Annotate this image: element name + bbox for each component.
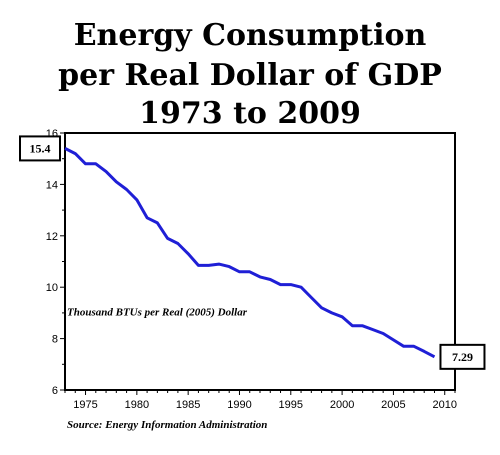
- chart-title-line: Energy Consumption: [74, 18, 427, 53]
- x-tick-label: 1980: [125, 399, 149, 411]
- y-tick-label: 14: [46, 179, 58, 191]
- y-tick-label: 8: [52, 334, 58, 346]
- y-tick-label: 6: [52, 385, 58, 397]
- chart-title-line: 1973 to 2009: [139, 96, 361, 131]
- x-tick-label: 1975: [73, 399, 97, 411]
- x-axis: 1975 1980 1985 1990 1995 2000 2005 2010: [64, 390, 457, 411]
- chart-title: Energy Consumption per Real Dollar of GDP…: [58, 18, 442, 131]
- end-value-box: [439, 343, 486, 370]
- x-tick-label: 1990: [227, 399, 251, 411]
- y-axis-label: Thousand BTUs per Real (2005) Dollar: [67, 306, 248, 318]
- end-value-label: 7.29: [452, 350, 473, 364]
- start-value-label: 15.4: [30, 141, 51, 155]
- x-tick-label: 2005: [381, 399, 405, 411]
- chart-title-line: per Real Dollar of GDP: [58, 58, 442, 93]
- x-tick-label: 1995: [279, 399, 303, 411]
- series-line: [64, 147, 436, 359]
- x-tick-label: 1985: [176, 399, 200, 411]
- y-tick-label: 10: [46, 282, 58, 294]
- source-note: Source: Energy Information Administratio…: [67, 419, 267, 431]
- value-callouts: 15.4 7.29: [19, 135, 486, 370]
- start-value-box: [19, 135, 61, 162]
- x-tick-label: 2010: [432, 399, 456, 411]
- y-tick-label: 12: [46, 231, 58, 243]
- x-tick-label: 2000: [330, 399, 354, 411]
- plot-frame: [64, 132, 456, 391]
